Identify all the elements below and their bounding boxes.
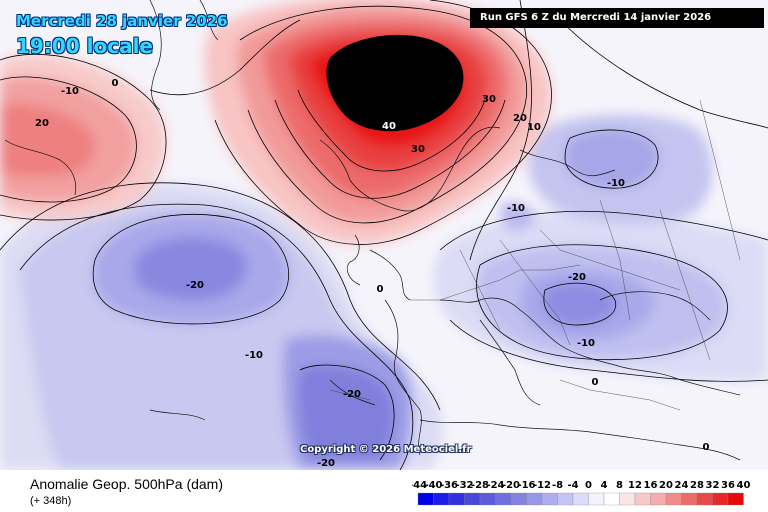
contour-label: -10 [61,86,79,97]
legend-tick: -44 [412,480,427,491]
legend-tick: -12 [533,480,551,491]
legend-tick: 16 [644,480,658,491]
contour-label: 10 [527,122,541,133]
legend-swatch [619,492,636,506]
legend-tick: -16 [517,480,535,491]
coastlines [4,0,741,461]
legend-tick: 36 [721,480,735,491]
legend-swatch [526,492,543,506]
contour-label: -20 [186,280,204,291]
contour-label: -10 [245,350,263,361]
legend-tick: 12 [628,480,642,491]
chart-title: Anomalie Geop. 500hPa (dam) [30,476,223,492]
legend-tick: -20 [502,480,520,491]
contour-label: -20 [317,458,335,469]
run-info: Run GFS 6 Z du Mercredi 14 janvier 2026 [470,8,764,28]
legend-tick: 24 [675,480,689,491]
legend-swatch [665,492,682,506]
legend-tick: 20 [659,480,673,491]
contour-label: 0 [592,377,599,388]
footer: Anomalie Geop. 500hPa (dam) (+ 348h) -44… [0,470,768,512]
legend-tick: -28 [471,480,489,491]
legend-swatch [541,492,558,506]
legend-tick: -8 [552,480,563,491]
legend-swatch [495,492,512,506]
maximum-anomaly-core [326,34,464,132]
contour-label: -20 [568,272,586,283]
contour-label: 0 [112,78,119,89]
legend-tick: -40 [424,480,442,491]
contour-label: -10 [607,178,625,189]
legend-swatch [417,492,434,506]
legend-tick: -32 [455,480,473,491]
contour-label: 20 [513,113,527,124]
legend-tick: 32 [706,480,720,491]
legend-tick: -24 [486,480,504,491]
legend-tick: 0 [585,480,592,491]
legend-swatch [696,492,713,506]
isolines [0,0,768,470]
legend-swatch [712,492,729,506]
legend-swatch [572,492,589,506]
legend-tick: 4 [601,480,608,491]
borders [329,99,741,411]
legend-tick: 28 [690,480,704,491]
forecast-time: 19:00 locale [16,34,153,58]
legend-swatch [433,492,450,506]
legend-swatch [634,492,651,506]
legend-tick: -4 [567,480,578,491]
legend-swatch [510,492,527,506]
legend-tick: 40 [737,480,751,491]
contour-label: -10 [577,338,595,349]
legend-tick: -36 [440,480,458,491]
contour-label: 20 [35,118,49,129]
legend-swatch [479,492,496,506]
contour-label: 0 [703,442,710,453]
legend-swatch [603,492,620,506]
contour-label: 40 [382,121,396,132]
lead-time: (+ 348h) [30,495,72,507]
legend-swatch [588,492,605,506]
legend-swatch [464,492,481,506]
forecast-date: Mercredi 28 janvier 2026 [16,12,228,30]
contour-label: 0 [377,284,384,295]
contour-label: 30 [482,94,496,105]
contour-label: -20 [343,389,361,400]
legend-swatch [727,492,744,506]
contour-label: -10 [507,203,525,214]
legend-swatch [448,492,465,506]
contour-label: 30 [411,144,425,155]
color-scale-legend: -44-40-36-32-28-24-20-16-12-8-4048121620… [412,480,751,506]
legend-swatch [650,492,667,506]
copyright: Copyright © 2026 Meteociel.fr [300,444,472,455]
legend-tick: 8 [616,480,623,491]
legend-swatch [681,492,698,506]
legend-swatch [557,492,574,506]
